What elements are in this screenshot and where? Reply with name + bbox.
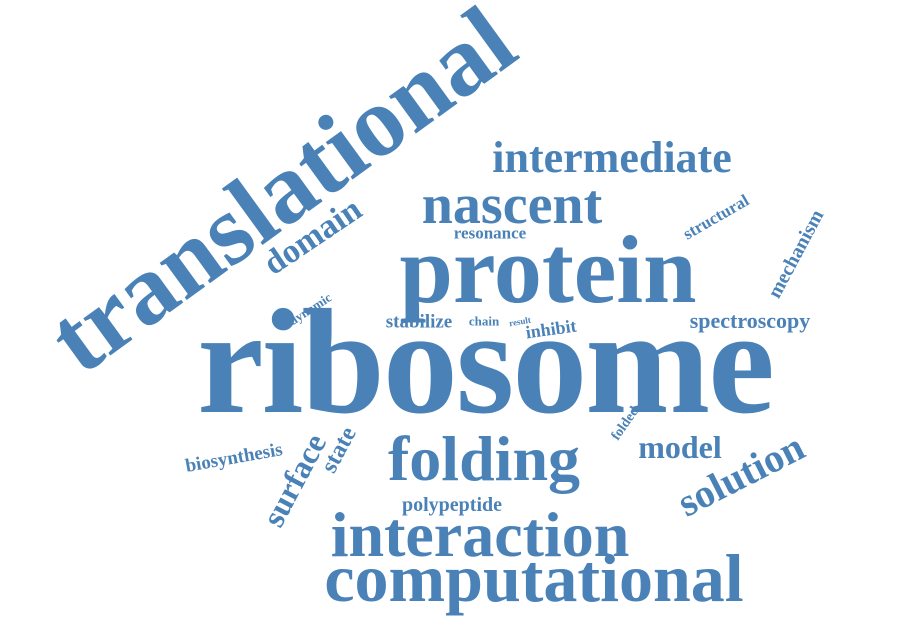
word-polypeptide: polypeptide	[401, 494, 503, 516]
word-ribosome: ribosome	[197, 279, 775, 445]
word-mechanism: mechanism	[763, 206, 829, 302]
word-biosynthesis: biosynthesis	[183, 439, 285, 477]
word-protein: protein	[399, 216, 697, 323]
word-model: model	[638, 429, 722, 465]
word-folding: folding	[387, 423, 581, 494]
word-computational: computational	[324, 540, 744, 616]
word-interaction: interaction	[330, 499, 630, 570]
word-nascent: nascent	[421, 174, 603, 236]
word-spectroscopy: spectroscopy	[689, 308, 811, 333]
word-stabilize: stabilize	[385, 311, 453, 333]
word-chain: chain	[468, 313, 500, 329]
word-intermediate: intermediate	[492, 133, 732, 182]
word-resonance: resonance	[453, 223, 527, 243]
